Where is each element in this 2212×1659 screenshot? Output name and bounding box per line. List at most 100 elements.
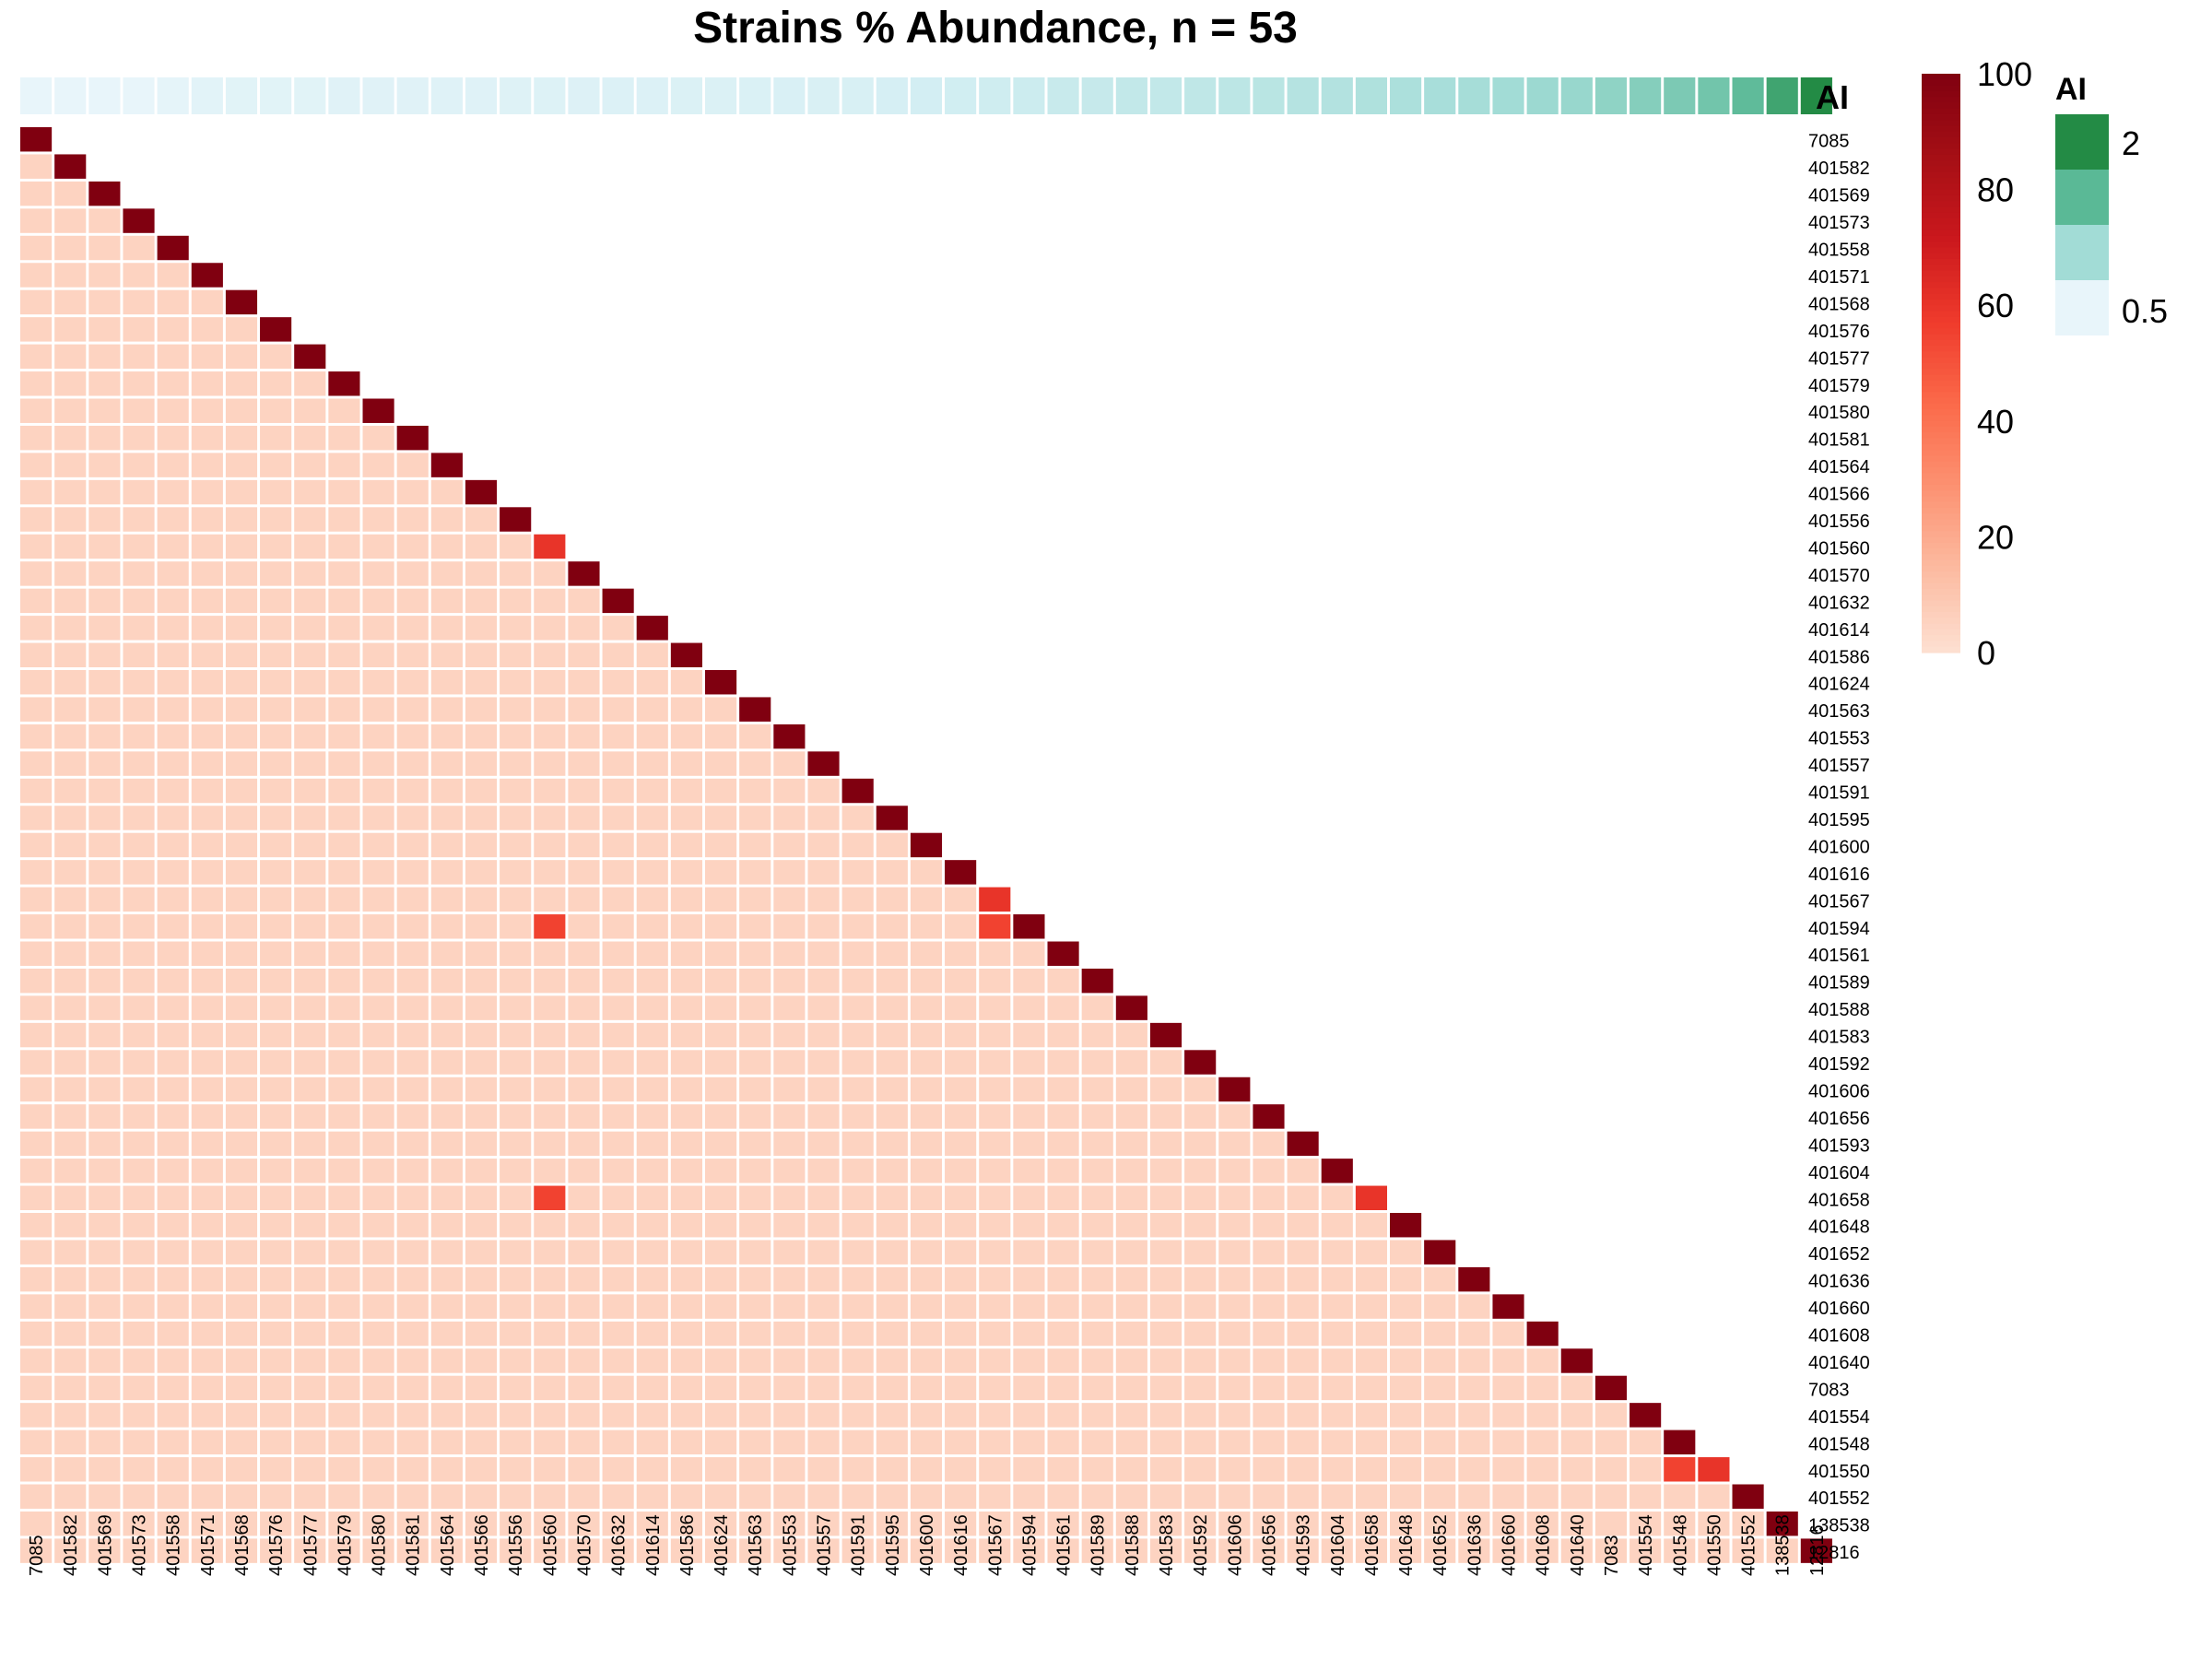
colorbar-gradient-step — [1922, 478, 1960, 486]
heatmap-cell-401571-7085 — [20, 263, 53, 288]
heatmap-cell-401648-401560 — [534, 1213, 566, 1238]
heatmap-cell-401554-401616 — [945, 1403, 977, 1428]
heatmap-cell-401557-401568 — [225, 751, 258, 776]
heatmap-cell-401548-401608 — [1526, 1430, 1559, 1455]
row-label-401600: 401600 — [1808, 837, 1870, 857]
heatmap-cell-401606-401589 — [1081, 1077, 1113, 1102]
row-label-401569: 401569 — [1808, 186, 1870, 206]
heatmap-cell-401600-401624 — [705, 832, 737, 858]
heatmap-cell-401608-401592 — [1184, 1321, 1217, 1347]
heatmap-cell-401658-7085 — [20, 1185, 53, 1210]
heatmap-cell-401554-401553 — [773, 1403, 806, 1428]
ai-cell-401614 — [636, 77, 668, 114]
heatmap-cell-401548-401569 — [88, 1430, 121, 1455]
heatmap-cell-401624-401571 — [191, 670, 223, 695]
heatmap-cell-401564-401579 — [328, 453, 360, 477]
heatmap-cell-401564-401581 — [396, 453, 429, 477]
heatmap-cell-401656-401568 — [225, 1104, 258, 1129]
heatmap-cell-401604-401568 — [225, 1159, 258, 1183]
heatmap-cell-401660-401589 — [1081, 1294, 1113, 1319]
heatmap-cell-401660-401658 — [1355, 1294, 1387, 1319]
heatmap-cell-401563-401586 — [670, 697, 702, 722]
heatmap-cell-401588-401563 — [739, 995, 771, 1020]
heatmap-cell-401608-401580 — [362, 1321, 394, 1347]
heatmap-cell-401567-401591 — [841, 887, 874, 912]
heatmap-cell-401608-401636 — [1458, 1321, 1490, 1347]
heatmap-cell-401563-401581 — [396, 697, 429, 722]
heatmap-cell-401586-401577 — [294, 642, 326, 667]
heatmap-cell-401589-401553 — [773, 968, 806, 994]
heatmap-cell-401554-401636 — [1458, 1403, 1490, 1428]
heatmap-cell-401614-401556 — [500, 616, 532, 641]
heatmap-cell-401570-7085 — [20, 561, 53, 586]
heatmap-cell-401567-401567 — [979, 887, 1011, 912]
heatmap-cell-401593-401606 — [1218, 1131, 1251, 1157]
ai-annotation-label: AI — [1816, 78, 1849, 116]
heatmap-cell-401554-401658 — [1355, 1403, 1387, 1428]
heatmap-cell-401552-401616 — [945, 1484, 977, 1509]
colorbar-gradient-step — [1922, 571, 1960, 578]
heatmap-cell-401652-401553 — [773, 1240, 806, 1265]
ai-cell-401580 — [362, 77, 394, 114]
heatmap-cell-401652-401606 — [1218, 1240, 1251, 1265]
heatmap-cell-401640-7085 — [20, 1348, 53, 1373]
heatmap-cell-401591-401570 — [568, 778, 600, 804]
heatmap-cell-401656-401580 — [362, 1104, 394, 1129]
heatmap-cell-401616-401563 — [739, 860, 771, 885]
col-label-401581: 401581 — [404, 1514, 424, 1576]
heatmap-cell-401604-401558 — [157, 1159, 189, 1183]
heatmap-cell-401594-401576 — [260, 914, 292, 939]
heatmap-cell-7083-401593 — [1287, 1375, 1319, 1401]
heatmap-cell-401588-401556 — [500, 995, 532, 1020]
heatmap-cell-401660-401553 — [773, 1294, 806, 1319]
col-label-401558: 401558 — [164, 1514, 184, 1576]
colorbar-gradient-step — [1922, 85, 1960, 92]
colorbar-gradient-step — [1922, 473, 1960, 480]
heatmap-cell-401595-401582 — [54, 806, 87, 830]
heatmap-cell-12816-401595 — [876, 1538, 908, 1563]
heatmap-cell-401636-401588 — [1115, 1266, 1147, 1292]
heatmap-cell-138538-401595 — [876, 1511, 908, 1536]
heatmap-cell-12816-401591 — [841, 1538, 874, 1563]
row-label-401576: 401576 — [1808, 322, 1870, 342]
heatmap-cell-401560-401573 — [123, 534, 155, 559]
heatmap-cell-401552-7085 — [20, 1484, 53, 1509]
heatmap-cell-401581-401580 — [362, 425, 394, 451]
heatmap-cell-7083-401583 — [1149, 1375, 1182, 1401]
colorbar-gradient-step — [1922, 97, 1960, 103]
heatmap-cell-401553-401582 — [54, 724, 87, 749]
heatmap-cell-401554-401580 — [362, 1403, 394, 1428]
heatmap-cell-401548-401604 — [1321, 1430, 1353, 1455]
heatmap-cell-12816-401581 — [396, 1538, 429, 1563]
heatmap-cell-401576-401582 — [54, 317, 87, 342]
heatmap-cell-401557-401564 — [430, 751, 463, 776]
heatmap-cell-401636-401573 — [123, 1266, 155, 1292]
heatmap-cell-401604-401656 — [1253, 1159, 1285, 1183]
heatmap-cell-401550-401561 — [1047, 1457, 1079, 1482]
heatmap-cell-401552-401608 — [1526, 1484, 1559, 1509]
heatmap-cell-138538-401553 — [773, 1511, 806, 1536]
heatmap-cell-401588-401560 — [534, 995, 566, 1020]
heatmap-cell-401660-401576 — [260, 1294, 292, 1319]
heatmap-cell-401560-401580 — [362, 534, 394, 559]
row-label-401548: 401548 — [1808, 1434, 1870, 1454]
heatmap-cell-401550-401593 — [1287, 1457, 1319, 1482]
heatmap-cell-401563-401579 — [328, 697, 360, 722]
heatmap-cell-401554-401557 — [807, 1403, 840, 1428]
heatmap-cell-401583-401583 — [1149, 1022, 1182, 1048]
heatmap-cell-401556-401573 — [123, 507, 155, 532]
heatmap-cell-401624-401582 — [54, 670, 87, 695]
heatmap-cell-401658-401582 — [54, 1185, 87, 1210]
heatmap-cell-401567-401571 — [191, 887, 223, 912]
heatmap-cell-401652-401579 — [328, 1240, 360, 1265]
heatmap-cell-401571-401558 — [157, 263, 189, 288]
heatmap-cell-401660-401648 — [1390, 1294, 1422, 1319]
heatmap-cell-401656-401561 — [1047, 1104, 1079, 1129]
colorbar-gradient-step — [1922, 443, 1960, 451]
heatmap-cell-401652-401600 — [910, 1240, 943, 1265]
heatmap-cell-401588-401557 — [807, 995, 840, 1020]
heatmap-cell-401567-401564 — [430, 887, 463, 912]
heatmap-cell-401594-401616 — [945, 914, 977, 939]
heatmap-cell-7083-401588 — [1115, 1375, 1147, 1401]
heatmap-cell-401560-401576 — [260, 534, 292, 559]
